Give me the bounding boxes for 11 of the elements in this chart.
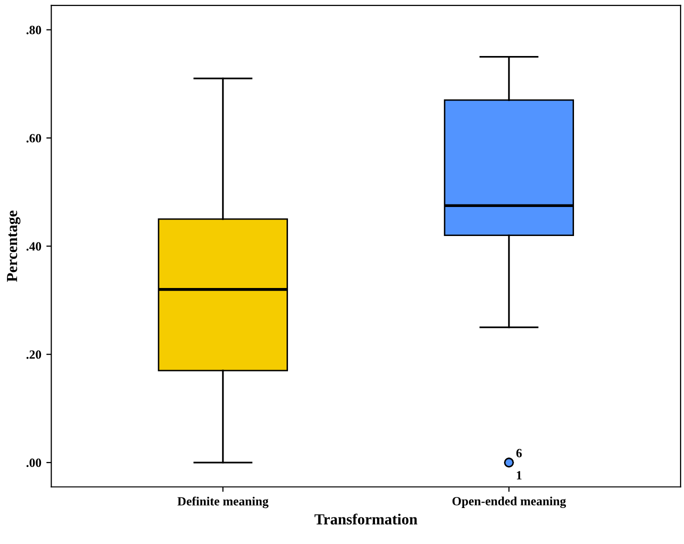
y-tick-label: .00: [26, 458, 42, 468]
x-tick-label: Definite meaning: [177, 496, 268, 508]
y-tick-label: .40: [26, 242, 42, 251]
x-axis-title: Transformation: [314, 514, 418, 524]
y-tick-label: .80: [26, 26, 42, 34]
annotation: 6: [516, 448, 522, 458]
y-tick-label: .20: [26, 350, 42, 359]
y-tick-label: .60: [26, 134, 42, 142]
x-tick-label: Open-ended meaning: [452, 496, 566, 508]
y-axis-title: Percentage: [7, 210, 20, 282]
annotation: 1: [516, 471, 522, 480]
